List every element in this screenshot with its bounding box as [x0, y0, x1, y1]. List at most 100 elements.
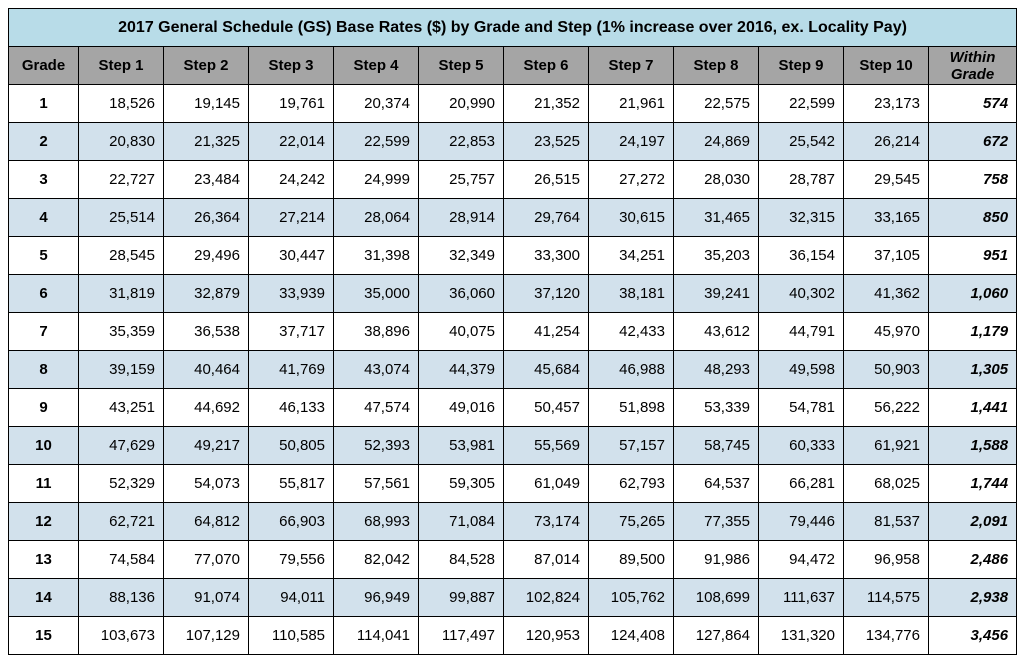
- grade-cell: 14: [9, 579, 79, 617]
- step-cell: 127,864: [674, 617, 759, 655]
- within-grade-cell: 1,744: [929, 465, 1017, 503]
- step-cell: 30,615: [589, 199, 674, 237]
- grade-cell: 13: [9, 541, 79, 579]
- step-cell: 44,791: [759, 313, 844, 351]
- step-cell: 52,393: [334, 427, 419, 465]
- within-grade-cell: 672: [929, 123, 1017, 161]
- step-cell: 75,265: [589, 503, 674, 541]
- step-cell: 99,887: [419, 579, 504, 617]
- step-cell: 117,497: [419, 617, 504, 655]
- step-cell: 88,136: [79, 579, 164, 617]
- step-cell: 50,903: [844, 351, 929, 389]
- step-cell: 66,903: [249, 503, 334, 541]
- step-cell: 77,070: [164, 541, 249, 579]
- step-cell: 23,525: [504, 123, 589, 161]
- col-header-step: Step 3: [249, 47, 334, 85]
- step-cell: 52,329: [79, 465, 164, 503]
- step-cell: 66,281: [759, 465, 844, 503]
- step-cell: 25,514: [79, 199, 164, 237]
- step-cell: 131,320: [759, 617, 844, 655]
- step-cell: 20,990: [419, 85, 504, 123]
- step-cell: 41,769: [249, 351, 334, 389]
- col-header-step: Step 7: [589, 47, 674, 85]
- step-cell: 43,251: [79, 389, 164, 427]
- step-cell: 21,961: [589, 85, 674, 123]
- step-cell: 68,025: [844, 465, 929, 503]
- step-cell: 79,446: [759, 503, 844, 541]
- step-cell: 22,599: [759, 85, 844, 123]
- step-cell: 24,242: [249, 161, 334, 199]
- step-cell: 20,830: [79, 123, 164, 161]
- table-row: 1262,72164,81266,90368,99371,08473,17475…: [9, 503, 1017, 541]
- table-row: 631,81932,87933,93935,00036,06037,12038,…: [9, 275, 1017, 313]
- step-cell: 96,958: [844, 541, 929, 579]
- table-header-row: Grade Step 1 Step 2 Step 3 Step 4 Step 5…: [9, 47, 1017, 85]
- col-header-within-grade: Within Grade: [929, 47, 1017, 85]
- step-cell: 79,556: [249, 541, 334, 579]
- step-cell: 41,254: [504, 313, 589, 351]
- grade-cell: 4: [9, 199, 79, 237]
- col-header-grade: Grade: [9, 47, 79, 85]
- step-cell: 41,362: [844, 275, 929, 313]
- step-cell: 111,637: [759, 579, 844, 617]
- grade-cell: 9: [9, 389, 79, 427]
- table-row: 1374,58477,07079,55682,04284,52887,01489…: [9, 541, 1017, 579]
- step-cell: 89,500: [589, 541, 674, 579]
- step-cell: 32,349: [419, 237, 504, 275]
- step-cell: 45,970: [844, 313, 929, 351]
- within-grade-cell: 1,305: [929, 351, 1017, 389]
- step-cell: 32,315: [759, 199, 844, 237]
- table-row: 735,35936,53837,71738,89640,07541,25442,…: [9, 313, 1017, 351]
- step-cell: 87,014: [504, 541, 589, 579]
- within-grade-cell: 1,588: [929, 427, 1017, 465]
- grade-cell: 10: [9, 427, 79, 465]
- step-cell: 53,339: [674, 389, 759, 427]
- step-cell: 58,745: [674, 427, 759, 465]
- step-cell: 51,898: [589, 389, 674, 427]
- within-grade-cell: 1,060: [929, 275, 1017, 313]
- step-cell: 33,939: [249, 275, 334, 313]
- step-cell: 62,721: [79, 503, 164, 541]
- step-cell: 19,145: [164, 85, 249, 123]
- step-cell: 25,542: [759, 123, 844, 161]
- step-cell: 91,986: [674, 541, 759, 579]
- grade-cell: 12: [9, 503, 79, 541]
- table-row: 839,15940,46441,76943,07444,37945,68446,…: [9, 351, 1017, 389]
- step-cell: 25,757: [419, 161, 504, 199]
- col-header-step: Step 9: [759, 47, 844, 85]
- step-cell: 49,016: [419, 389, 504, 427]
- step-cell: 27,272: [589, 161, 674, 199]
- step-cell: 33,165: [844, 199, 929, 237]
- step-cell: 22,014: [249, 123, 334, 161]
- step-cell: 31,398: [334, 237, 419, 275]
- step-cell: 39,159: [79, 351, 164, 389]
- step-cell: 103,673: [79, 617, 164, 655]
- step-cell: 124,408: [589, 617, 674, 655]
- step-cell: 49,217: [164, 427, 249, 465]
- step-cell: 50,457: [504, 389, 589, 427]
- step-cell: 74,584: [79, 541, 164, 579]
- step-cell: 40,464: [164, 351, 249, 389]
- step-cell: 37,120: [504, 275, 589, 313]
- step-cell: 27,214: [249, 199, 334, 237]
- step-cell: 36,538: [164, 313, 249, 351]
- step-cell: 21,352: [504, 85, 589, 123]
- step-cell: 37,717: [249, 313, 334, 351]
- step-cell: 31,819: [79, 275, 164, 313]
- within-grade-cell: 1,179: [929, 313, 1017, 351]
- step-cell: 22,853: [419, 123, 504, 161]
- step-cell: 40,075: [419, 313, 504, 351]
- step-cell: 24,869: [674, 123, 759, 161]
- within-grade-cell: 2,938: [929, 579, 1017, 617]
- step-cell: 43,074: [334, 351, 419, 389]
- step-cell: 39,241: [674, 275, 759, 313]
- within-grade-cell: 951: [929, 237, 1017, 275]
- table-row: 425,51426,36427,21428,06428,91429,76430,…: [9, 199, 1017, 237]
- grade-cell: 11: [9, 465, 79, 503]
- step-cell: 21,325: [164, 123, 249, 161]
- gs-pay-table: 2017 General Schedule (GS) Base Rates ($…: [8, 8, 1017, 655]
- step-cell: 61,049: [504, 465, 589, 503]
- grade-cell: 2: [9, 123, 79, 161]
- step-cell: 44,692: [164, 389, 249, 427]
- step-cell: 134,776: [844, 617, 929, 655]
